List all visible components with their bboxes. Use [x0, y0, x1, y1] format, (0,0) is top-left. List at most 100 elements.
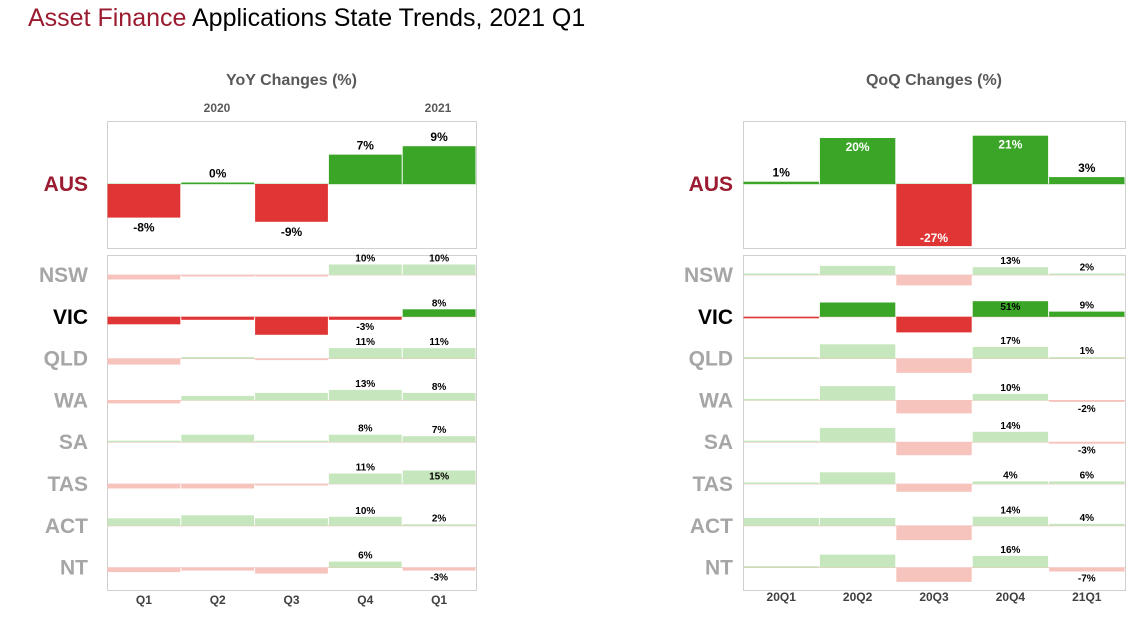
panel2-data-label-vic-5: 9% [1080, 301, 1095, 312]
panel2-bar-wa-2 [819, 386, 896, 401]
panel1-bar-nt-5 [402, 567, 476, 571]
panel2-bar-vic-3 [896, 316, 972, 333]
panel2-bar-tas-2 [819, 472, 896, 484]
panel2-bar-sa-5 [1049, 442, 1125, 444]
panel2-data-label-nsw-4: 13% [1000, 256, 1020, 267]
panel1-bar-wa-4 [328, 389, 402, 401]
panel1-bar-tas-1 [107, 484, 181, 489]
panel2-row-label-aus: AUS [689, 173, 733, 196]
panel2-data-label-aus-1: 1% [773, 166, 791, 180]
panel2-data-label-wa-4: 10% [1000, 383, 1020, 394]
panel1-bar-act-1 [107, 518, 181, 526]
panel1-row-label-wa: WA [54, 389, 88, 412]
page-title-accent: Asset Finance [28, 4, 187, 32]
panel2-bar-wa-3 [896, 400, 972, 414]
panel1-year-label-2021: 2021 [425, 101, 452, 115]
panel2-x-tick-1: 20Q1 [767, 590, 797, 604]
panel1-bar-qld-4 [328, 348, 402, 359]
panel2-bar-nt-3 [896, 567, 972, 582]
panel1-row-label-aus: AUS [44, 173, 88, 196]
panel2-bar-aus-1 [743, 181, 819, 184]
panel1-x-tick-1: Q1 [136, 593, 152, 607]
panel1-bar-aus-1 [107, 184, 181, 218]
panel2-data-label-nt-5: -7% [1078, 574, 1096, 585]
panel2-row-label-vic: VIC [698, 306, 733, 329]
panel2-bar-qld-5 [1049, 357, 1125, 359]
panel1-bar-qld-3 [255, 358, 328, 361]
panel2-bar-nt-5 [1049, 567, 1125, 572]
panel2-bar-qld-3 [896, 358, 972, 373]
panel1-bar-nsw-3 [255, 275, 328, 277]
panel2-x-tick-3: 20Q3 [919, 590, 949, 604]
panel1-bar-vic-1 [107, 316, 181, 325]
panel2-bar-nt-1 [743, 566, 819, 568]
panel1-bar-sa-1 [107, 440, 181, 443]
panel2-data-label-aus-2: 20% [846, 140, 870, 154]
panel2-bar-tas-1 [743, 482, 819, 484]
panel2-bar-nsw-2 [819, 265, 896, 275]
panel1-data-label-nt-5: -3% [430, 573, 448, 584]
panel1-bar-nt-2 [181, 567, 255, 571]
panel2-data-label-vic-4: 51% [1000, 302, 1020, 313]
panel1-data-label-tas-4: 11% [356, 463, 376, 474]
panel1-bar-qld-2 [181, 357, 255, 359]
panel2-bar-wa-1 [743, 398, 819, 401]
panel2-bar-act-5 [1049, 523, 1125, 526]
panel1-bar-qld-5 [402, 348, 476, 359]
panel1-bar-nt-1 [107, 567, 181, 573]
panel2-data-label-aus-5: 3% [1078, 161, 1096, 175]
panel1-row-label-nt: NT [60, 557, 88, 580]
panel2-bar-vic-2 [819, 302, 896, 317]
panel1-bar-aus-3 [255, 184, 328, 222]
panel2-bar-nt-2 [819, 554, 896, 568]
panel2-row-label-nt: NT [705, 557, 733, 580]
panel2-row-label-tas: TAS [693, 473, 733, 496]
panel1-data-label-wa-5: 8% [432, 382, 447, 393]
panel1-bar-aus-4 [328, 154, 402, 184]
panel2-row-label-wa: WA [699, 389, 733, 412]
panel1-bar-wa-2 [181, 395, 255, 401]
panel1-x-tick-2: Q2 [210, 593, 226, 607]
panel2-bar-aus-3 [896, 184, 972, 247]
panel1-data-label-tas-5: 15% [429, 472, 449, 483]
panel1-bar-sa-5 [402, 436, 476, 443]
panel2-bar-aus-5 [1049, 177, 1125, 184]
panel1-x-tick-5: Q1 [431, 593, 447, 607]
panel2-bar-nt-4 [972, 555, 1049, 568]
panel1-data-label-aus-3: -9% [281, 225, 303, 239]
panel1-bar-tas-2 [181, 484, 255, 489]
panel2-x-tick-2: 20Q2 [843, 590, 873, 604]
panel1-bar-nsw-1 [107, 275, 181, 280]
panel1-states-frame [107, 255, 477, 591]
panel2-bar-wa-5 [1049, 400, 1125, 402]
panel2-bar-qld-1 [743, 357, 819, 359]
panel1-data-label-qld-4: 11% [356, 337, 376, 348]
panel1-data-label-sa-5: 7% [432, 425, 447, 436]
panel1-bar-vic-2 [181, 316, 255, 320]
panel2-row-label-act: ACT [690, 515, 733, 538]
panel1-bar-vic-4 [328, 316, 402, 320]
panel1-data-label-vic-4: -3% [356, 322, 374, 333]
panel2-bar-sa-4 [972, 431, 1049, 443]
panel1-data-label-aus-1: -8% [133, 221, 155, 235]
panel1-bar-tas-4 [328, 473, 402, 484]
panel1-bar-act-5 [402, 524, 476, 526]
panel1-data-label-vic-5: 8% [432, 298, 447, 309]
panel1-row-label-nsw: NSW [39, 264, 88, 287]
panel2-row-label-sa: SA [704, 431, 733, 454]
panel1-data-label-nsw-4: 10% [355, 254, 375, 265]
panel2-x-tick-5: 21Q1 [1072, 590, 1102, 604]
panel2-data-label-nsw-5: 2% [1080, 263, 1095, 274]
panel1-data-label-aus-4: 7% [357, 139, 375, 153]
panel2-data-label-aus-4: 21% [998, 138, 1022, 152]
panel1-data-label-act-5: 2% [432, 513, 447, 524]
panel2-bar-act-3 [896, 525, 972, 541]
panel2-bar-act-2 [819, 518, 896, 526]
panel2-bar-wa-4 [972, 393, 1049, 401]
panel1-row-label-act: ACT [45, 515, 88, 538]
panel1-bar-vic-3 [255, 316, 328, 335]
panel1-bar-vic-5 [402, 309, 476, 317]
panel1-bar-act-4 [328, 516, 402, 526]
panel1-row-label-tas: TAS [48, 473, 88, 496]
panel2-row-label-nsw: NSW [684, 264, 733, 287]
